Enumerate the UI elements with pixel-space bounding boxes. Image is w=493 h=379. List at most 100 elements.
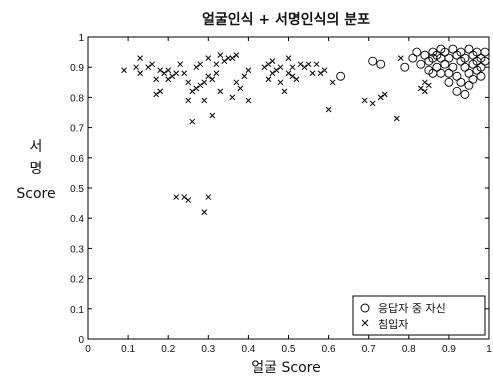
intruder-point <box>177 61 184 68</box>
intruder-point <box>157 88 164 95</box>
intruder-point <box>245 97 252 104</box>
y-axis-label-line-3: Score <box>16 186 55 202</box>
x-tick-label: 0.6 <box>322 344 336 355</box>
intruder-point <box>269 70 276 77</box>
self-point <box>480 47 490 57</box>
self-point <box>448 62 458 72</box>
intruder-point <box>265 61 272 68</box>
intruder-point <box>305 61 312 68</box>
intruder-point <box>181 70 188 77</box>
legend-x-marker <box>361 319 369 327</box>
self-point <box>400 62 410 72</box>
y-tick-label: 0.2 <box>70 275 84 286</box>
intruder-point <box>269 58 276 65</box>
chart-title: 얼굴인식 + 서명인식의 분포 <box>202 11 370 28</box>
intruder-point <box>217 88 224 95</box>
legend-label-self: 응답자 중 자신 <box>378 302 446 315</box>
self-point <box>456 47 466 57</box>
intruder-point <box>309 70 316 77</box>
intruder-point <box>201 97 208 104</box>
intruder-point <box>153 76 160 83</box>
intruder-point <box>189 88 196 95</box>
intruder-point <box>213 70 220 77</box>
x-axis-ticks: 0 0.1 0.2 0.3 0.4 0.5 0.6 0.7 0.8 0.9 1 <box>85 37 492 355</box>
intruder-point <box>153 91 160 98</box>
self-point <box>420 50 430 60</box>
y-tick-label: 0.9 <box>70 63 84 74</box>
self-point <box>428 68 438 78</box>
y-tick-label: 0.3 <box>70 244 84 255</box>
intruder-point <box>329 79 336 86</box>
intruder-point <box>205 73 212 80</box>
y-tick-label: 0.4 <box>70 214 84 225</box>
intruder-point <box>393 115 400 122</box>
intruder-point <box>229 55 236 61</box>
intruder-point <box>245 67 252 74</box>
intruder-point <box>377 94 384 101</box>
intruder-point <box>293 76 300 83</box>
intruder-point <box>289 64 296 71</box>
intruder-point <box>181 194 188 200</box>
intruder-point <box>241 73 248 80</box>
intruder-point <box>325 106 332 113</box>
intruder-point <box>233 79 240 86</box>
intruder-point <box>281 88 288 95</box>
intruder-point <box>205 55 212 61</box>
intruder-point <box>213 61 220 68</box>
x-tick-label: 0.3 <box>201 344 215 355</box>
intruder-point <box>173 70 180 77</box>
y-axis-label: 서 명 Score <box>16 139 55 202</box>
y-tick-label: 0 <box>78 335 84 346</box>
y-tick-label: 0.5 <box>70 184 84 195</box>
intruder-point <box>133 64 139 71</box>
y-tick-label: 0.1 <box>70 305 84 316</box>
x-tick-label: 0.5 <box>282 344 296 355</box>
intruder-point <box>361 97 368 104</box>
x-tick-label: 0.7 <box>362 344 376 355</box>
intruder-point <box>121 67 127 74</box>
x-tick-label: 1 <box>486 344 492 355</box>
plot-area-frame <box>87 36 490 340</box>
self-point <box>460 89 470 99</box>
y-axis-ticks: 0 0.1 0.2 0.3 0.4 0.5 0.6 0.7 0.8 0.9 1 <box>70 33 489 346</box>
y-axis-label-line-1: 서 <box>30 139 43 155</box>
legend-box <box>352 295 486 336</box>
intruder-point <box>221 58 228 65</box>
self-point <box>440 59 450 69</box>
intruder-point <box>321 67 328 74</box>
intruder-point <box>265 76 272 83</box>
intruder-point <box>169 73 176 80</box>
intruder-point <box>193 64 200 71</box>
self-point <box>412 47 422 57</box>
intruder-point <box>201 79 208 86</box>
intruder-point <box>397 55 404 61</box>
self-point <box>436 68 446 78</box>
x-tick-label: 0.9 <box>442 344 456 355</box>
intruder-point <box>313 61 320 68</box>
intruder-point <box>161 70 168 77</box>
intruder-point <box>317 70 324 77</box>
intruder-point <box>137 55 143 61</box>
x-tick-label: 0.8 <box>402 344 416 355</box>
y-axis-label-line-2: 명 <box>30 161 43 177</box>
intruder-point <box>157 67 164 74</box>
self-point <box>464 44 474 54</box>
intruder-point <box>277 64 284 71</box>
intruder-point <box>185 97 192 104</box>
intruder-point <box>237 85 244 92</box>
self-point <box>444 77 454 87</box>
intruder-point <box>233 52 240 58</box>
self-point <box>468 74 478 84</box>
intruder-point <box>185 79 192 86</box>
x-axis-label: 얼굴 Score <box>251 360 320 376</box>
intruder-point <box>173 194 180 200</box>
intruder-point <box>425 82 432 89</box>
y-tick-label: 0.8 <box>70 93 84 104</box>
x-tick-label: 0.1 <box>121 344 135 355</box>
intruder-point <box>197 82 204 89</box>
self-point <box>464 80 474 90</box>
intruder-point <box>193 85 200 92</box>
intruder-point <box>165 67 172 74</box>
intruder-point <box>201 209 208 216</box>
